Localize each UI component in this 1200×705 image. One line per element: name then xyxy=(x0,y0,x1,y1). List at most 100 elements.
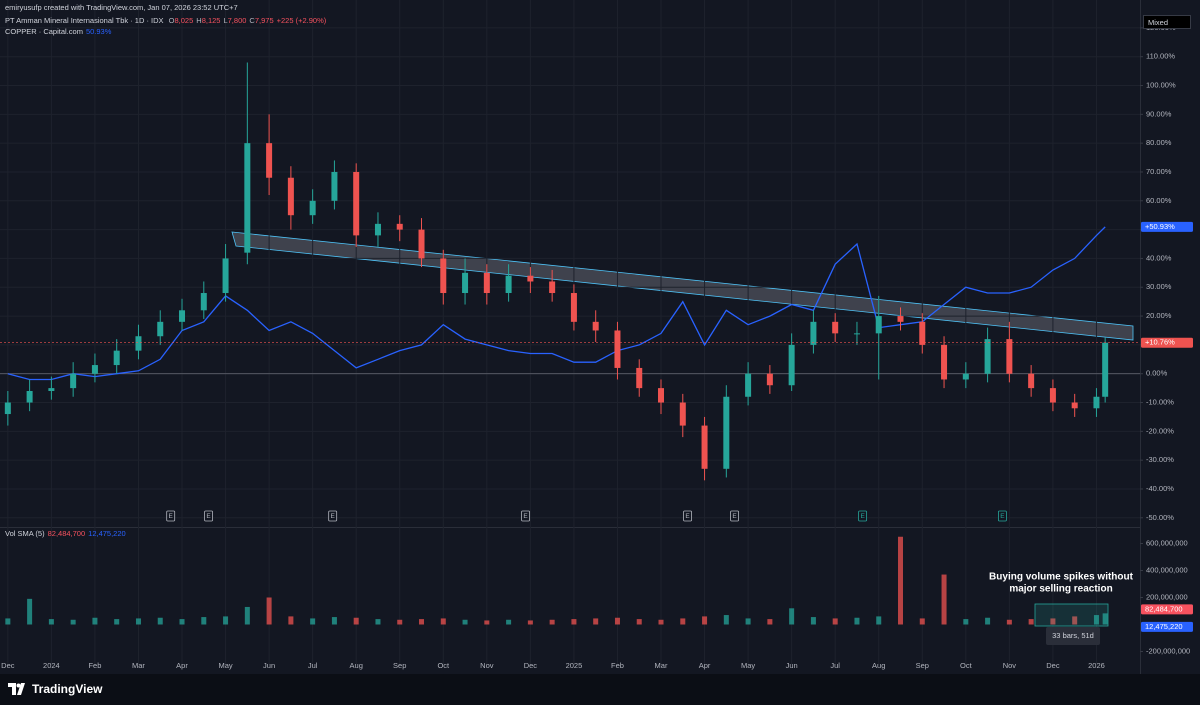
x-tick-label: Oct xyxy=(437,661,450,670)
volume-bar xyxy=(941,574,947,625)
ohlc-value: 8,025 xyxy=(174,16,194,25)
volume-bar xyxy=(1006,619,1012,625)
volume-bar xyxy=(527,620,533,625)
volume-bar xyxy=(484,620,490,625)
x-tick-label: Dec xyxy=(524,661,538,670)
volume-bar xyxy=(1028,619,1034,625)
candle-body xyxy=(897,316,904,322)
volume-bar xyxy=(832,618,838,625)
volume-bar xyxy=(1093,615,1099,625)
y-tick-label: -30.00% xyxy=(1146,455,1174,464)
y-tick-label: 90.00% xyxy=(1146,109,1172,118)
volume-bar xyxy=(723,615,729,625)
volume-bar xyxy=(179,619,185,625)
event-marker xyxy=(683,510,692,522)
candle-body xyxy=(1049,388,1056,403)
event-marker xyxy=(204,510,213,522)
candle-body xyxy=(483,272,490,294)
x-tick-label: Feb xyxy=(611,661,624,670)
y-tick-label: 30.00% xyxy=(1146,282,1172,291)
x-tick-label: Nov xyxy=(480,661,494,670)
candle-body xyxy=(48,388,55,391)
brand-logo xyxy=(8,683,25,695)
volume-bar xyxy=(898,536,904,625)
compare-line xyxy=(7,226,1106,381)
x-tick-label: Jul xyxy=(308,661,318,670)
volume-last-label: 12,475,220 xyxy=(1145,622,1183,631)
volume-bar xyxy=(789,608,795,625)
y-tick-label: 0.00% xyxy=(1146,369,1168,378)
volume-bar xyxy=(375,619,381,625)
x-tick-label: Nov xyxy=(1003,661,1017,670)
volume-bar xyxy=(506,619,512,625)
candle-body xyxy=(636,367,643,389)
volume-bar xyxy=(244,606,250,625)
x-tick-label: Dec xyxy=(1046,661,1060,670)
volume-bar xyxy=(5,618,11,625)
volume-bar xyxy=(919,618,925,625)
last-price-label: +10.76% xyxy=(1145,338,1175,347)
volume-bar xyxy=(331,617,337,625)
candle-body xyxy=(113,350,120,366)
candle-body xyxy=(766,373,773,386)
candle-body xyxy=(353,171,360,236)
event-label: E xyxy=(331,513,336,520)
candle-body xyxy=(984,339,991,374)
ohlc-value: 7,800 xyxy=(227,16,247,25)
volume-bar xyxy=(114,619,120,625)
candle-body xyxy=(179,310,186,322)
volume-bar xyxy=(614,617,620,625)
y-tick-label: 70.00% xyxy=(1146,167,1172,176)
event-marker xyxy=(730,510,739,522)
compare-name: COPPER · Capital.com xyxy=(5,27,83,36)
volume-legend-value: 82,484,700 xyxy=(47,529,86,538)
volume-title: Vol SMA (5) xyxy=(5,529,45,538)
volume-bar xyxy=(397,619,403,625)
measure-tooltip xyxy=(1046,627,1100,645)
candle-body xyxy=(91,365,98,374)
candle-body xyxy=(1102,342,1109,397)
x-tick-label: Apr xyxy=(699,661,711,670)
footer-bar xyxy=(0,674,1200,705)
candle-body xyxy=(810,321,817,345)
volume-bar xyxy=(549,619,555,625)
symbol: PT Amman Mineral Internasional Tbk · 1D … xyxy=(5,16,164,25)
candle-body xyxy=(832,321,839,334)
y-tick-label: -10.00% xyxy=(1146,398,1174,407)
candle-body xyxy=(135,336,142,351)
volume-bar xyxy=(963,619,969,625)
ohlc-value: 8,125 xyxy=(201,16,221,25)
volume-legend: Vol SMA (5) 82,484,700 12,475,220 xyxy=(5,529,129,538)
candle-body xyxy=(200,293,207,311)
event-label: E xyxy=(523,513,528,520)
volume-bar xyxy=(92,617,98,625)
volume-bar xyxy=(266,597,272,625)
y-tick-label: 400,000,000 xyxy=(1146,565,1188,574)
event-label: E xyxy=(206,513,211,520)
volume-bar xyxy=(767,619,773,625)
mode-button[interactable]: Mixed xyxy=(1143,15,1191,29)
x-tick-label: Jun xyxy=(786,661,798,670)
volume-bar xyxy=(440,618,446,625)
candle-body xyxy=(679,402,686,426)
y-tick-label: 200,000,000 xyxy=(1146,592,1188,601)
x-tick-label: Dec xyxy=(1,661,15,670)
x-tick-label: Aug xyxy=(872,661,885,670)
y-tick-label: -50.00% xyxy=(1146,513,1174,522)
candle-body xyxy=(309,200,316,216)
candle-body xyxy=(527,275,534,282)
x-tick-label: 2024 xyxy=(43,661,60,670)
candle-body xyxy=(1093,396,1100,409)
x-tick-label: Jun xyxy=(263,661,275,670)
change: +225 (+2.90%) xyxy=(276,16,327,25)
event-marker xyxy=(328,510,338,522)
annotation: major selling reaction xyxy=(1009,584,1112,595)
candle-body xyxy=(962,373,969,380)
compare-last-label-bg xyxy=(1141,221,1193,232)
candle-body xyxy=(266,143,273,178)
x-tick-label: Feb xyxy=(88,661,101,670)
candle-body xyxy=(331,171,338,201)
volume-bar xyxy=(419,619,425,625)
candle-body xyxy=(26,390,33,403)
candle-body xyxy=(462,272,469,294)
